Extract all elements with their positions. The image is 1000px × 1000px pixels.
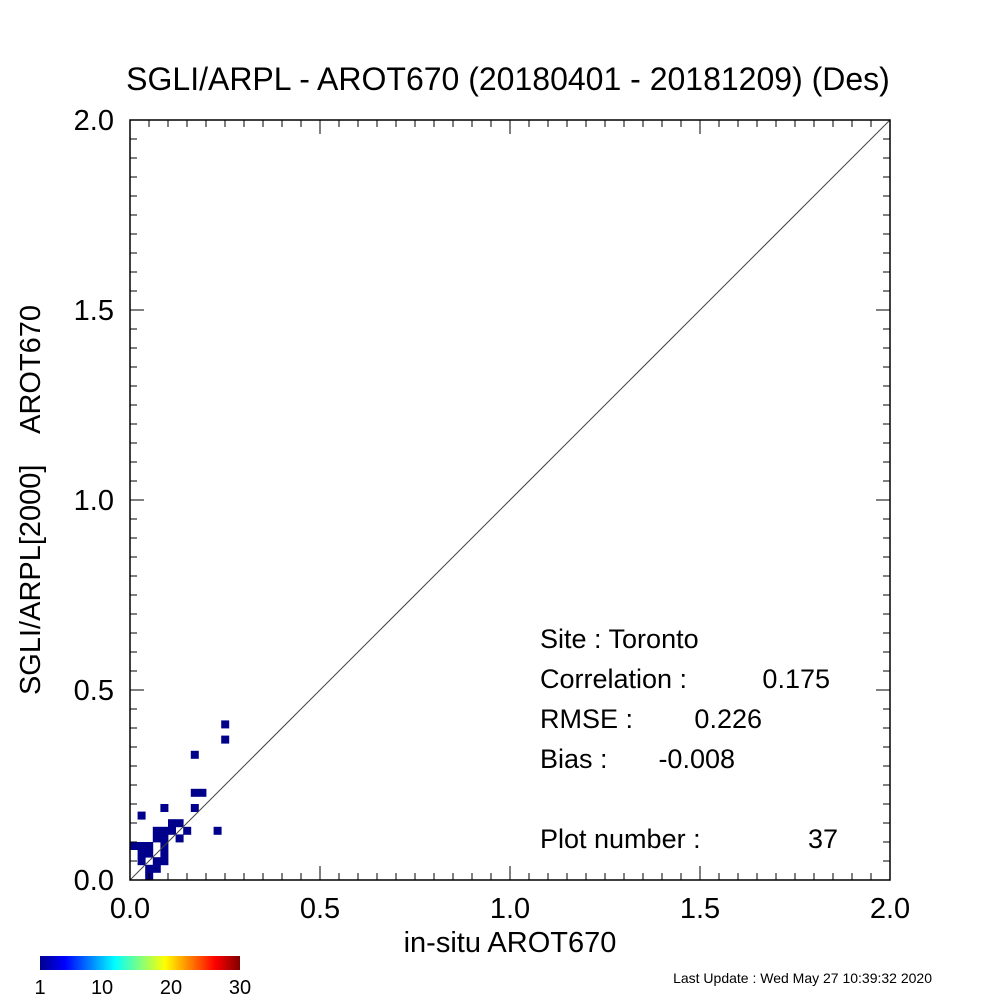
y-tick-label: 1.5	[74, 295, 114, 327]
density-cell-19	[168, 819, 176, 828]
y-tick-label: 0.5	[74, 675, 114, 707]
one-to-one-line	[129, 119, 891, 881]
x-axis-label: in-situ AROT670	[404, 927, 617, 959]
colorbar-tick-label: 30	[229, 977, 251, 999]
density-cell-13	[160, 834, 169, 843]
x-tick-labels: 0.0 0.5 1.0 1.5 2.0	[110, 893, 910, 925]
colorbar-tick-label: 20	[160, 977, 182, 999]
y-tick-label: 1.0	[74, 485, 114, 517]
plot-number-value: 37	[808, 824, 838, 854]
density-cell-20	[175, 819, 184, 828]
density-cell-8	[152, 864, 161, 873]
density-cell-2	[145, 842, 154, 850]
rmse-label: RMSE :	[540, 704, 633, 734]
correlation-label: Correlation :	[540, 664, 687, 694]
x-tick-label: 2.0	[870, 893, 910, 925]
density-cell-22	[183, 826, 192, 835]
density-cell-6	[152, 857, 161, 866]
density-cell-12	[152, 834, 161, 843]
density-cell-1	[137, 842, 146, 850]
density-cell-18	[160, 804, 169, 812]
density-cell-24	[190, 788, 199, 797]
density-cell-29	[221, 735, 230, 744]
density-cell-3	[137, 849, 146, 858]
density-cell-5	[137, 857, 146, 866]
statistics-box: Site : Toronto Correlation : 0.175 RMSE …	[540, 624, 838, 854]
density-cell-7	[145, 864, 154, 873]
rmse-value: 0.226	[694, 704, 762, 734]
bias-label: Bias :	[540, 744, 608, 774]
density-cell-11	[160, 826, 169, 835]
density-cell-27	[190, 750, 199, 759]
density-cell-17	[137, 811, 146, 820]
x-tick-label: 0.5	[300, 893, 340, 925]
correlation-value: 0.175	[762, 664, 830, 694]
density-cell-4	[145, 849, 154, 858]
y-tick-label: 0.0	[74, 865, 114, 897]
x-tick-label: 1.0	[490, 893, 530, 925]
colorbar-tick-label: 10	[91, 977, 113, 999]
colorbar-tick-label: 1	[34, 977, 45, 999]
density-cell-21	[168, 826, 176, 835]
minor-ticks	[129, 119, 891, 881]
density-cell-15	[160, 849, 169, 858]
density-cell-25	[198, 788, 207, 797]
density-cell-16	[160, 857, 169, 866]
density-cell-30	[213, 826, 222, 835]
density-cell-23	[175, 834, 184, 843]
colorbar-labels: 1 10 20 30	[34, 977, 251, 999]
colorbar	[40, 956, 240, 970]
y-tick-label: 2.0	[74, 105, 114, 137]
plot-number-label: Plot number :	[540, 824, 701, 854]
density-cell-28	[221, 720, 230, 729]
y-tick-labels: 0.0 0.5 1.0 1.5 2.0	[74, 105, 114, 897]
density-cell-10	[152, 826, 161, 835]
bias-value: -0.008	[658, 744, 735, 774]
site-label: Site : Toronto	[540, 624, 699, 654]
x-tick-label: 1.5	[680, 893, 720, 925]
density-cell-26	[190, 804, 199, 812]
last-update-text: Last Update : Wed May 27 10:39:32 2020	[673, 970, 932, 986]
density-cells	[130, 720, 230, 881]
chart-title: SGLI/ARPL - AROT670 (20180401 - 20181209…	[126, 61, 890, 97]
y-axis-label: SGLI/ARPL[2000] AROT670	[15, 305, 47, 695]
x-tick-label: 0.0	[110, 893, 150, 925]
density-cell-0	[130, 842, 138, 850]
